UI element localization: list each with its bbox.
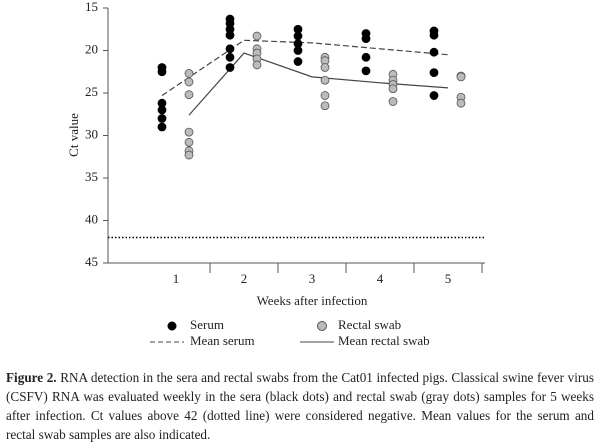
dot <box>184 137 194 147</box>
dot <box>293 57 303 66</box>
caption-label: Figure 2. <box>6 370 57 385</box>
dot <box>225 30 235 40</box>
dot <box>320 91 330 100</box>
dot <box>225 52 235 62</box>
dot <box>293 46 303 55</box>
legend-label: Serum <box>190 317 224 332</box>
x-tick-label: 5 <box>445 271 452 286</box>
x-tick-label: 4 <box>377 271 384 286</box>
dot <box>252 60 262 70</box>
caption: Figure 2. RNA detection in the sera and … <box>6 368 594 444</box>
x-axis-label: Weeks after infection <box>257 293 368 308</box>
dot <box>361 52 371 62</box>
dot <box>320 63 330 72</box>
dot <box>429 68 439 77</box>
y-tick-label: 20 <box>85 41 98 56</box>
dot <box>429 91 439 100</box>
dot <box>184 77 194 87</box>
dot <box>429 30 439 40</box>
x-tick-label: 1 <box>173 271 180 286</box>
dot <box>320 101 330 111</box>
dot <box>252 31 262 41</box>
x-tick-label: 3 <box>309 271 316 286</box>
legend-swatch <box>167 321 177 331</box>
dot <box>184 127 194 137</box>
legend-label: Mean serum <box>190 333 255 348</box>
dot <box>157 114 167 123</box>
dot <box>388 84 398 94</box>
y-tick-label: 40 <box>85 211 98 226</box>
mean-line <box>188 52 449 116</box>
dot <box>157 105 167 115</box>
dot <box>225 44 235 54</box>
dot <box>388 97 398 106</box>
dot <box>429 47 439 57</box>
y-tick-label: 15 <box>85 0 98 14</box>
dot <box>184 150 194 160</box>
mean-line <box>161 39 449 97</box>
caption-text: RNA detection in the sera and rectal swa… <box>6 370 594 442</box>
dot <box>157 122 167 132</box>
dot <box>184 69 194 78</box>
legend-swatch <box>317 321 327 331</box>
x-tick-label: 2 <box>241 271 248 286</box>
y-axis-label: Ct value <box>66 113 81 157</box>
dot <box>320 75 330 85</box>
dot <box>225 63 235 72</box>
dot <box>157 67 167 77</box>
y-tick-label: 35 <box>85 169 98 184</box>
legend-label: Mean rectal swab <box>338 333 430 348</box>
dot <box>184 90 194 100</box>
chart: Ct value Weeks after infection Serum Rec… <box>66 0 485 348</box>
dot <box>456 98 466 108</box>
legend-label: Rectal swab <box>338 317 401 332</box>
y-tick-label: 25 <box>85 84 98 99</box>
dot <box>293 31 303 41</box>
y-tick-label: 45 <box>85 254 98 269</box>
dot <box>456 72 466 82</box>
dot <box>361 66 371 76</box>
dot <box>361 34 371 43</box>
y-tick-label: 30 <box>85 126 98 141</box>
